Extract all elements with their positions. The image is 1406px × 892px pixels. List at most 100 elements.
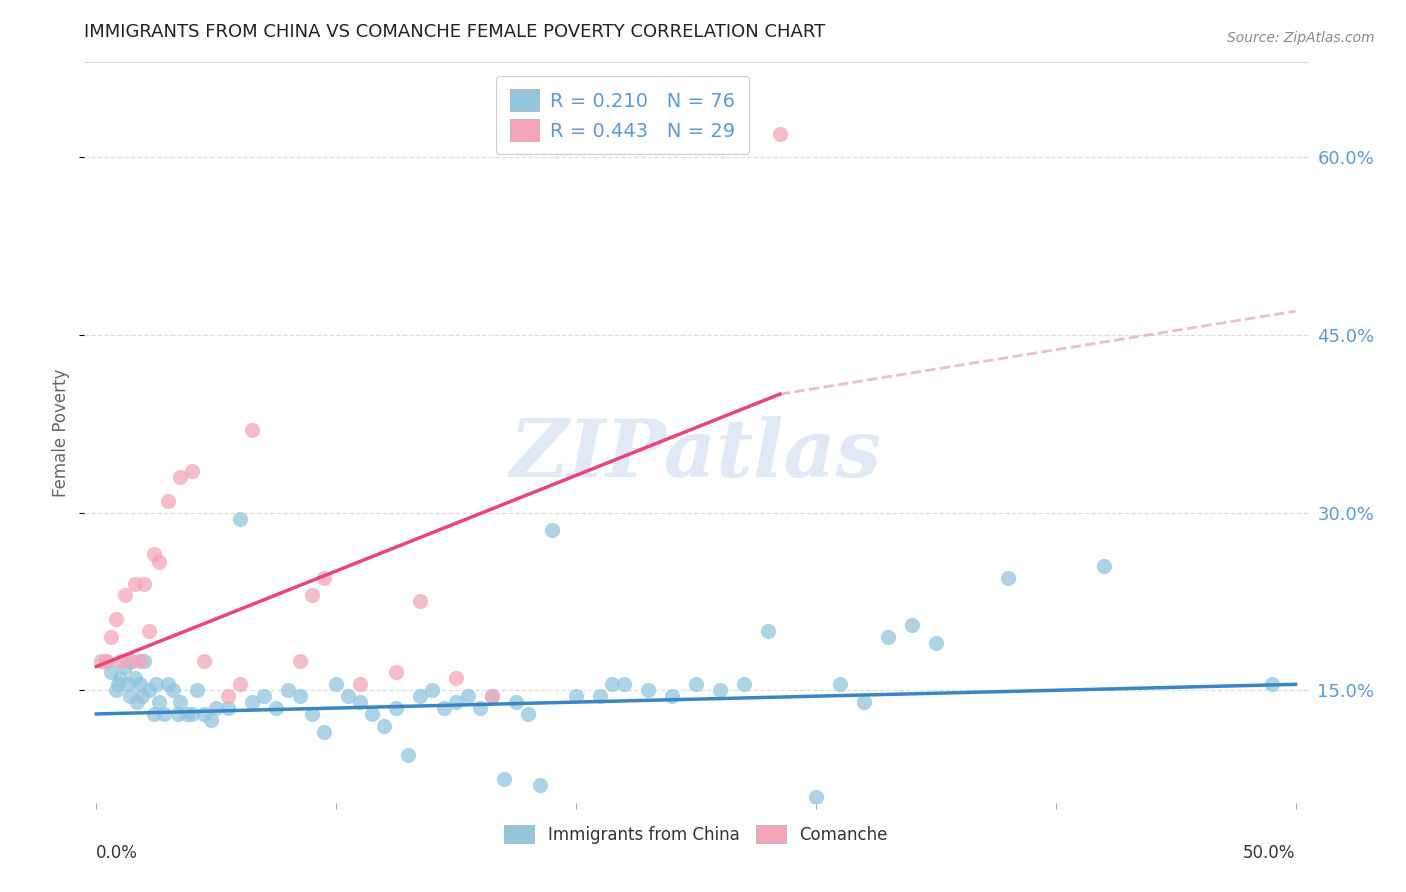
Point bbox=[517, 706, 540, 721]
Point bbox=[193, 654, 215, 668]
Text: 50.0%: 50.0% bbox=[1243, 844, 1295, 863]
Point bbox=[142, 706, 165, 721]
Point bbox=[385, 701, 408, 715]
Point bbox=[301, 706, 323, 721]
Point bbox=[145, 677, 167, 691]
Point bbox=[314, 571, 336, 585]
Point bbox=[167, 706, 190, 721]
Point bbox=[100, 665, 122, 680]
Point bbox=[169, 695, 191, 709]
Legend: Immigrants from China, Comanche: Immigrants from China, Comanche bbox=[495, 815, 897, 854]
Point bbox=[420, 683, 443, 698]
Point bbox=[396, 748, 419, 763]
Point bbox=[1092, 558, 1115, 573]
Point bbox=[100, 630, 122, 644]
Point bbox=[349, 677, 371, 691]
Point bbox=[114, 589, 136, 603]
Point bbox=[494, 772, 516, 786]
Point bbox=[162, 683, 184, 698]
Point bbox=[290, 654, 312, 668]
Point bbox=[589, 689, 612, 703]
Text: Source: ZipAtlas.com: Source: ZipAtlas.com bbox=[1227, 31, 1375, 45]
Point bbox=[205, 701, 228, 715]
Point bbox=[481, 689, 503, 703]
Point bbox=[181, 464, 204, 478]
Point bbox=[733, 677, 755, 691]
Point bbox=[541, 524, 564, 538]
Point bbox=[114, 659, 136, 673]
Point bbox=[613, 677, 636, 691]
Point bbox=[828, 677, 851, 691]
Point bbox=[118, 654, 141, 668]
Point bbox=[104, 683, 127, 698]
Point bbox=[229, 677, 252, 691]
Point bbox=[277, 683, 299, 698]
Point bbox=[157, 493, 180, 508]
Point bbox=[685, 677, 707, 691]
Point bbox=[709, 683, 731, 698]
Point bbox=[152, 706, 174, 721]
Point bbox=[444, 695, 467, 709]
Point bbox=[240, 695, 263, 709]
Point bbox=[128, 677, 150, 691]
Point bbox=[127, 695, 149, 709]
Point bbox=[104, 612, 127, 626]
Point bbox=[1260, 677, 1282, 691]
Point bbox=[290, 689, 312, 703]
Point bbox=[121, 654, 143, 668]
Point bbox=[925, 636, 948, 650]
Point bbox=[804, 789, 827, 804]
Point bbox=[240, 423, 263, 437]
Point bbox=[217, 701, 239, 715]
Point bbox=[217, 689, 239, 703]
Point bbox=[169, 470, 191, 484]
Point bbox=[176, 706, 198, 721]
Point bbox=[997, 571, 1019, 585]
Point bbox=[433, 701, 456, 715]
Point bbox=[138, 624, 160, 638]
Point bbox=[124, 672, 146, 686]
Point bbox=[409, 594, 432, 608]
Point bbox=[110, 654, 132, 668]
Point bbox=[124, 576, 146, 591]
Text: 0.0%: 0.0% bbox=[97, 844, 138, 863]
Point bbox=[186, 683, 208, 698]
Point bbox=[444, 672, 467, 686]
Point bbox=[314, 724, 336, 739]
Point bbox=[134, 576, 156, 591]
Point bbox=[148, 555, 170, 569]
Point bbox=[468, 701, 491, 715]
Point bbox=[769, 127, 792, 141]
Point bbox=[138, 683, 160, 698]
Point bbox=[134, 654, 156, 668]
Point bbox=[90, 654, 112, 668]
Point bbox=[337, 689, 360, 703]
Point bbox=[637, 683, 659, 698]
Point bbox=[325, 677, 347, 691]
Point bbox=[852, 695, 875, 709]
Point bbox=[200, 713, 222, 727]
Text: ZIPatlas: ZIPatlas bbox=[510, 416, 882, 493]
Point bbox=[301, 589, 323, 603]
Point bbox=[110, 672, 132, 686]
Point bbox=[505, 695, 527, 709]
Point bbox=[148, 695, 170, 709]
Point bbox=[118, 689, 141, 703]
Point bbox=[600, 677, 623, 691]
Point bbox=[457, 689, 479, 703]
Point bbox=[193, 706, 215, 721]
Point bbox=[264, 701, 287, 715]
Y-axis label: Female Poverty: Female Poverty bbox=[52, 368, 70, 497]
Point bbox=[361, 706, 384, 721]
Point bbox=[385, 665, 408, 680]
Point bbox=[131, 689, 153, 703]
Point bbox=[94, 654, 117, 668]
Point bbox=[529, 778, 551, 792]
Point bbox=[128, 654, 150, 668]
Point bbox=[481, 689, 503, 703]
Point bbox=[117, 677, 139, 691]
Point bbox=[253, 689, 276, 703]
Point bbox=[409, 689, 432, 703]
Point bbox=[157, 677, 180, 691]
Point bbox=[229, 511, 252, 525]
